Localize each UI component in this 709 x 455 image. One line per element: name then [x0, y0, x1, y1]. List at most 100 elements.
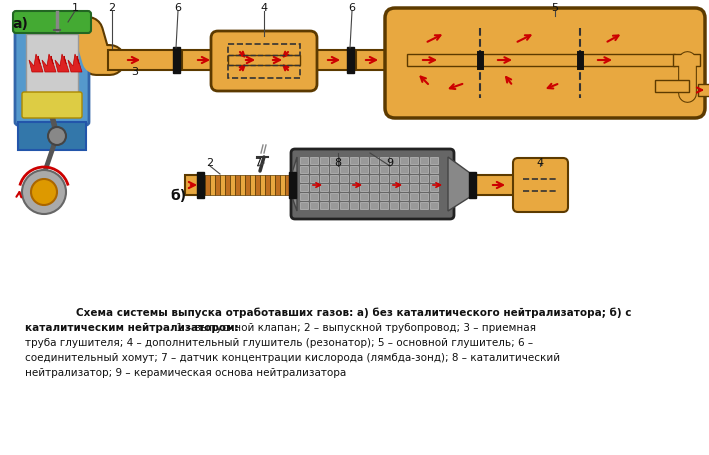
Bar [400, 175, 408, 182]
Bar [210, 175, 215, 195]
Bar [698, 84, 709, 96]
Bar [18, 122, 86, 150]
FancyBboxPatch shape [15, 19, 89, 125]
Bar [390, 184, 398, 191]
Bar [340, 166, 348, 173]
Bar [235, 175, 240, 195]
Bar [255, 175, 260, 195]
Bar [370, 202, 378, 209]
Bar [430, 175, 438, 182]
Bar [469, 172, 476, 198]
Bar [330, 184, 338, 191]
Bar [265, 175, 270, 195]
Bar [380, 175, 388, 182]
Bar [480, 54, 580, 66]
Bar [673, 54, 700, 66]
Bar [310, 202, 318, 209]
Bar [655, 80, 689, 92]
Bar [410, 166, 418, 173]
Bar [350, 184, 358, 191]
Bar [310, 193, 318, 200]
Bar [205, 175, 210, 195]
Bar [420, 184, 428, 191]
Text: а): а) [12, 17, 28, 31]
Bar [350, 175, 358, 182]
Bar [390, 50, 410, 70]
Bar [340, 193, 348, 200]
Bar [289, 172, 296, 198]
Bar [225, 175, 230, 195]
Bar [220, 175, 225, 195]
Bar [410, 193, 418, 200]
Bar [340, 202, 348, 209]
Bar [370, 175, 378, 182]
Bar [380, 202, 388, 209]
Bar [320, 193, 328, 200]
Bar [360, 193, 368, 200]
Bar [330, 175, 338, 182]
Text: б): б) [170, 189, 186, 203]
Bar [300, 202, 308, 209]
Bar [340, 184, 348, 191]
Bar [400, 193, 408, 200]
Bar [310, 175, 318, 182]
Bar [260, 175, 265, 195]
Text: 4: 4 [260, 3, 267, 13]
Bar [420, 157, 428, 164]
Bar [300, 157, 308, 164]
FancyBboxPatch shape [22, 92, 82, 118]
Circle shape [22, 170, 66, 214]
Bar [310, 184, 318, 191]
Text: соединительный хомут; 7 – датчик концентрации кислорода (лямбда-зонд); 8 – катал: соединительный хомут; 7 – датчик концент… [25, 353, 560, 363]
Bar [400, 166, 408, 173]
Text: 4: 4 [537, 158, 544, 168]
Bar [380, 184, 388, 191]
Bar [420, 202, 428, 209]
Text: 7: 7 [255, 158, 262, 168]
Text: 8: 8 [335, 158, 342, 168]
Bar [400, 157, 408, 164]
Text: 2: 2 [108, 3, 116, 13]
Polygon shape [42, 54, 56, 72]
Text: 5: 5 [552, 3, 559, 13]
Circle shape [31, 179, 57, 205]
Bar [360, 184, 368, 191]
Bar [430, 202, 438, 209]
Bar [310, 157, 318, 164]
Bar [410, 175, 418, 182]
Bar [300, 184, 308, 191]
Bar [390, 166, 398, 173]
Bar [360, 175, 368, 182]
Bar [340, 175, 348, 182]
Bar [380, 166, 388, 173]
Bar [310, 50, 350, 70]
Bar [185, 175, 200, 195]
Text: каталитическим нейтрализатором:: каталитическим нейтрализатором: [25, 323, 239, 333]
Bar [400, 184, 408, 191]
Bar [390, 175, 398, 182]
Bar [407, 54, 480, 66]
Bar [356, 50, 390, 70]
Bar [350, 157, 358, 164]
Bar [196, 172, 203, 198]
Bar [370, 157, 378, 164]
Bar [172, 47, 179, 73]
Bar [360, 202, 368, 209]
Bar [430, 193, 438, 200]
Bar [420, 175, 428, 182]
Bar [280, 175, 285, 195]
Bar [380, 193, 388, 200]
Bar [228, 44, 300, 78]
FancyBboxPatch shape [13, 11, 91, 33]
Bar [410, 202, 418, 209]
FancyBboxPatch shape [513, 158, 568, 212]
Bar [347, 47, 354, 73]
Bar [410, 184, 418, 191]
Bar [245, 175, 250, 195]
Text: 6: 6 [349, 3, 355, 13]
Bar [420, 193, 428, 200]
Bar [320, 166, 328, 173]
Bar [330, 166, 338, 173]
Polygon shape [68, 54, 82, 72]
Bar [390, 157, 398, 164]
